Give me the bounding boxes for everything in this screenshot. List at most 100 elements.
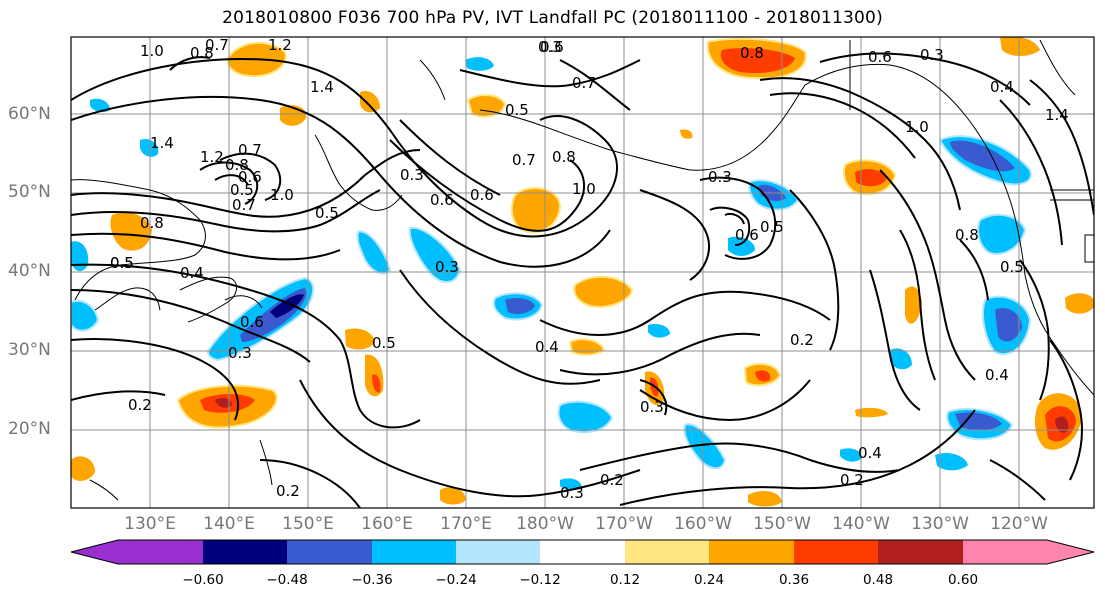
lon-label-120w: 120°W	[990, 514, 1048, 534]
contour-label: 1.4	[310, 78, 334, 96]
colorbar-extend-low	[71, 540, 118, 564]
colorbar-segment	[794, 540, 878, 564]
contour-label: 0.3	[640, 398, 664, 416]
contour-label: 0.5	[1000, 258, 1024, 276]
colorbar-segment	[709, 540, 794, 564]
graticule	[71, 37, 1094, 508]
lon-label-130w: 130°W	[911, 514, 969, 534]
colorbar-tick-label: 0.48	[862, 572, 894, 588]
contour-label: 0.3	[920, 46, 944, 64]
lon-label-150e: 150°E	[282, 514, 334, 534]
map-title: 2018010800 F036 700 hPa PV, IVT Landfall…	[222, 8, 883, 28]
lat-label-60n: 60°N	[8, 104, 51, 124]
colorbar-segment	[118, 540, 203, 564]
colorbar-extend-high	[1047, 540, 1094, 564]
contour-label: 0.5	[110, 254, 134, 272]
contour-label: 0.5	[315, 204, 339, 222]
contour-label: 0.5	[505, 101, 529, 119]
contour-label: 1.0	[572, 180, 596, 198]
contour-label: 0.7	[512, 151, 536, 169]
contour-label: 0.5	[760, 218, 784, 236]
contour-label: 0.8	[552, 148, 576, 166]
contour-label: 0.6	[540, 38, 564, 56]
coastlines	[71, 39, 1094, 501]
contour-label: 0.7	[572, 74, 596, 92]
contour-label: 0.5	[110, 254, 134, 272]
contour-label: 0.6	[868, 48, 892, 66]
lat-label-50n: 50°N	[8, 182, 51, 202]
colorbar-tick-label: −0.12	[519, 572, 561, 588]
contour-label: 0.3	[228, 344, 252, 362]
colorbar-tick-label: 0.12	[609, 572, 641, 588]
colorbar-tick-label: −0.24	[435, 572, 477, 588]
lat-label-30n: 30°N	[8, 340, 51, 360]
contour-label: 1.4	[150, 134, 174, 152]
contour-label: 0.7	[232, 196, 256, 214]
contour-label: 0.8	[955, 226, 979, 244]
contour-label: 0.3	[560, 484, 584, 502]
colorbar-segment	[287, 540, 372, 564]
colorbar-segment	[963, 540, 1047, 564]
contour-label: 0.4	[985, 366, 1009, 384]
lon-label-160w: 160°W	[674, 514, 732, 534]
contour-label: 1.0	[140, 42, 164, 60]
contour-label: 1.0	[905, 118, 929, 136]
contour-label: 0.2	[276, 482, 300, 500]
contour-label: 1.2	[268, 36, 292, 54]
contour-label: 0.8	[225, 156, 249, 174]
contour-label: 1.0	[270, 186, 294, 204]
contour-label: 0.6	[240, 313, 264, 331]
contour-label: 0.8	[140, 214, 164, 232]
colorbar-tick-label: −0.48	[266, 572, 308, 588]
contour-labels: 1.0 0.8 0.7 1.2 1.4 1.4 1.2 0.8 0.7 0.5 …	[110, 36, 1069, 502]
lon-label-160e: 160°E	[361, 514, 413, 534]
lon-label-150w: 150°W	[753, 514, 811, 534]
lat-label-20n: 20°N	[8, 419, 51, 439]
contour-label: 0.6	[470, 186, 494, 204]
contour-label: 0.4	[990, 78, 1014, 96]
contour-label: 1.2	[200, 148, 224, 166]
colorbar-tick-label: −0.36	[351, 572, 393, 588]
contour-label: 0.5	[372, 334, 396, 352]
contour-label: 0.7	[238, 141, 262, 159]
lon-label-170w: 170°W	[595, 514, 653, 534]
contour-label: 0.6	[238, 168, 262, 186]
contour-label: 0.2	[600, 471, 624, 489]
lat-label-40n: 40°N	[8, 261, 51, 281]
contour-label: 0.5	[230, 181, 254, 199]
contour-label: 0.3	[435, 258, 459, 276]
contour-label: 0.3	[708, 168, 732, 186]
colorbar-segment	[456, 540, 540, 564]
contour-label: 0.3	[400, 166, 424, 184]
colorbar-segment	[625, 540, 709, 564]
contour-label: 0.8	[740, 44, 764, 62]
colorbar-tick-label: 0.36	[778, 572, 810, 588]
contour-label: 0.8	[190, 44, 214, 62]
colorbar-tick-label: 0.24	[693, 572, 725, 588]
lon-label-140w: 140°W	[832, 514, 890, 534]
contour-label: 0.2	[790, 331, 814, 349]
contour-label: 0.6	[430, 191, 454, 209]
contour-label: 0.2	[128, 396, 152, 414]
lon-label-180w: 180°W	[516, 514, 574, 534]
pv-contours	[71, 52, 1094, 508]
shading-layer	[71, 37, 1094, 507]
contour-label: 0.4	[858, 444, 882, 462]
lon-label-140e: 140°E	[203, 514, 255, 534]
colorbar-tick-label: 0.60	[947, 572, 979, 588]
colorbar-tick-label: −0.60	[182, 572, 224, 588]
colorbar-segment	[878, 540, 963, 564]
colorbar-segment	[372, 540, 456, 564]
lon-label-130e: 130°E	[124, 514, 176, 534]
contour-label: 0.3	[538, 38, 562, 56]
contour-label: 0.4	[535, 338, 559, 356]
contour-label: 0.2	[840, 471, 864, 489]
contour-label: 0.4	[180, 264, 204, 282]
contour-label: 0.7	[205, 36, 229, 54]
contour-label: 1.4	[1045, 106, 1069, 124]
colorbar-segment	[540, 540, 625, 564]
contour-label: 0.6	[735, 226, 759, 244]
map-frame	[70, 36, 1095, 509]
